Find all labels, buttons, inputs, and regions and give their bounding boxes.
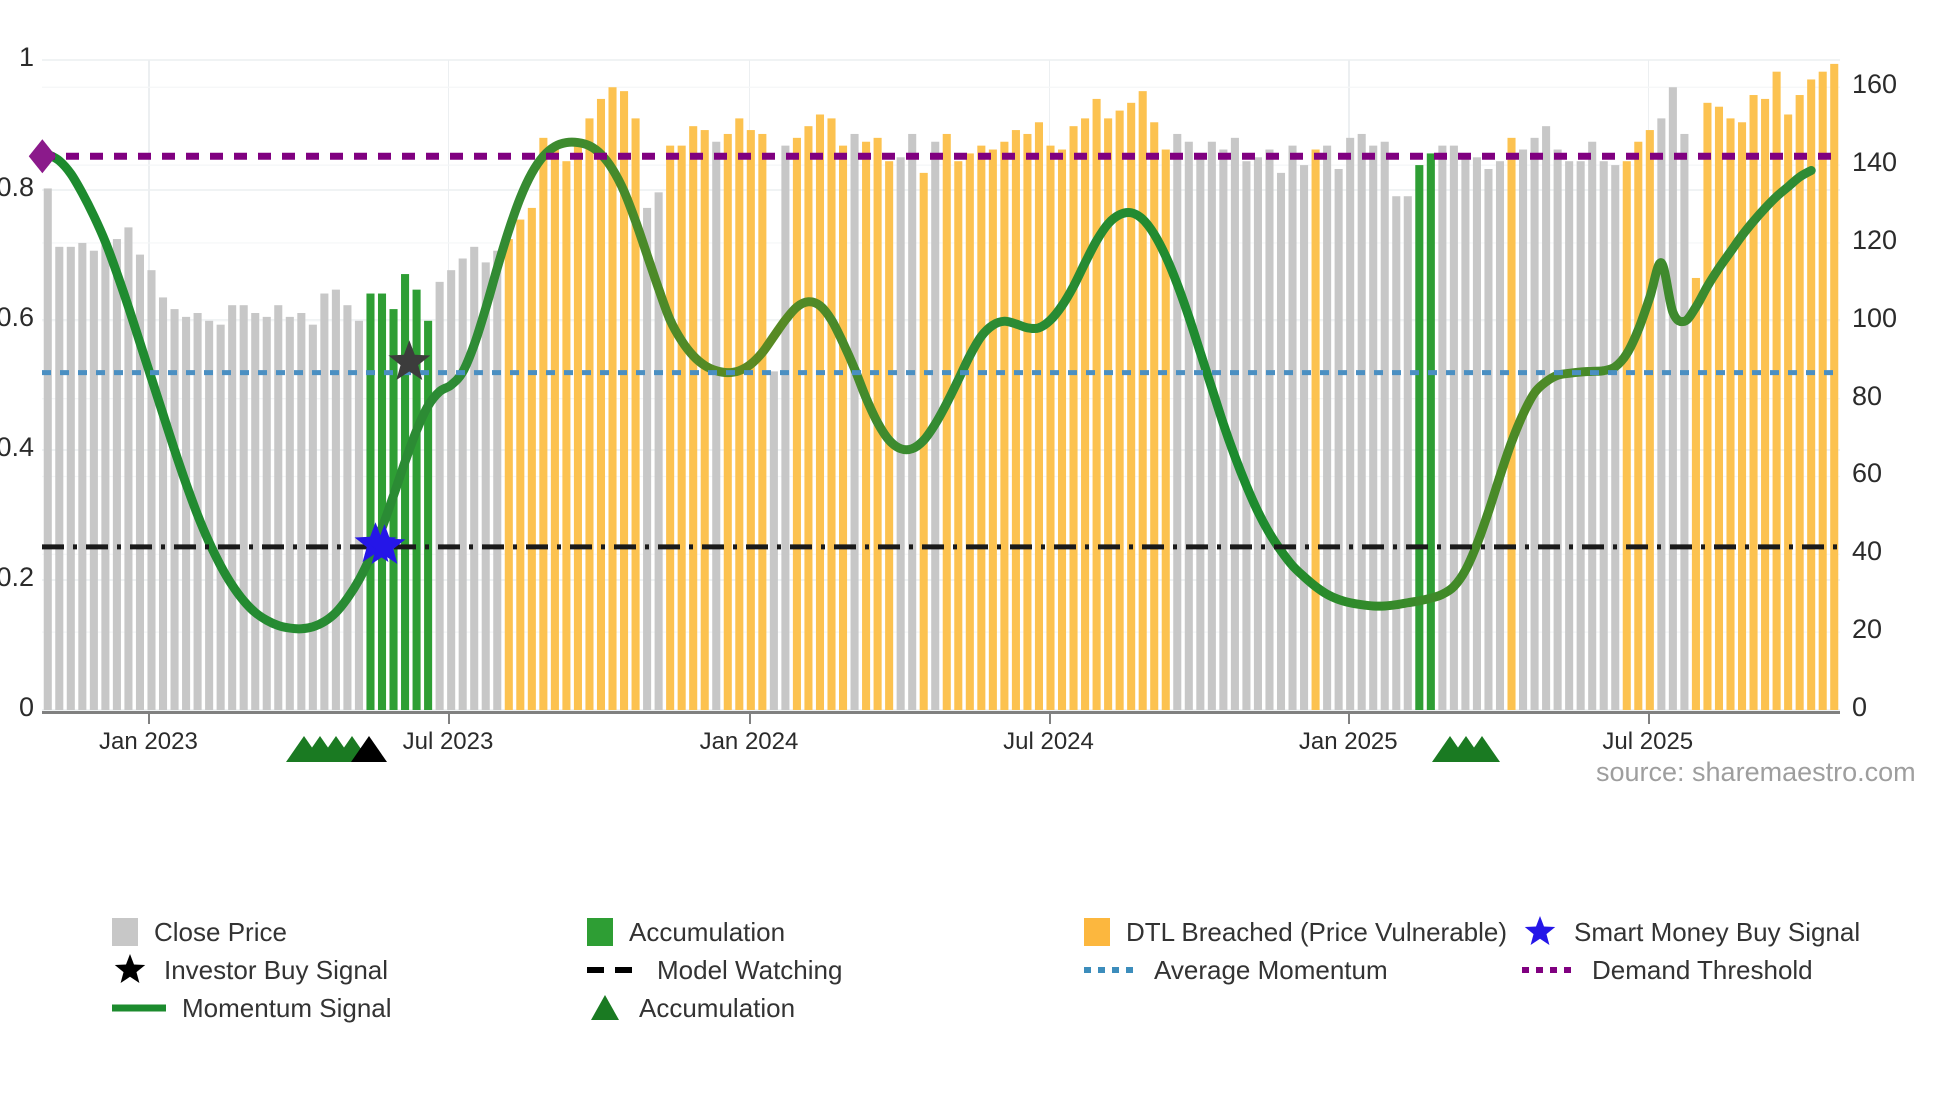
plot-area — [28, 59, 1840, 711]
legend-item-label: Accumulation — [629, 916, 786, 947]
signal-markers-layer — [28, 139, 431, 564]
left-axis-tick-label: 1 — [18, 42, 34, 72]
smart-money-buy-signal-star-icon — [363, 524, 406, 564]
legend-item-label: Momentum Signal — [182, 992, 392, 1023]
legend-item-label: Close Price — [154, 916, 287, 947]
momentum-lines-layer — [42, 137, 1840, 634]
legend-item-label: Smart Money Buy Signal — [1574, 916, 1861, 947]
x-axis-tick-mark — [447, 711, 450, 724]
x-axis-tick-mark — [148, 711, 151, 724]
legend-item[interactable]: DTL Breached (Price Vulnerable) — [1082, 915, 1507, 949]
x-axis-tick-label: Jul 2024 — [1003, 728, 1094, 755]
legend-item[interactable]: Smart Money Buy Signal — [1520, 915, 1860, 949]
x-axis-tick-label: Jan 2025 — [1298, 728, 1398, 755]
right-axis-tick-label: 80 — [1852, 380, 1883, 411]
star-icon — [1524, 916, 1556, 945]
legend-item[interactable]: Demand Threshold — [1520, 953, 1813, 987]
x-axis-tick-label: Jul 2025 — [1602, 728, 1694, 755]
chart-legend: Close Price Investor Buy Signal Momentum S… — [0, 915, 1960, 1055]
legend-item-label: Demand Threshold — [1592, 954, 1813, 985]
legend-item[interactable]: Average Momentum — [1082, 953, 1388, 987]
right-axis-tick-label: 40 — [1852, 536, 1883, 567]
dotted-line-icon — [1522, 967, 1576, 973]
solid-line-icon — [112, 1004, 166, 1012]
x-axis-tick-mark — [748, 711, 751, 724]
right-axis-tick-label: 60 — [1852, 458, 1883, 489]
star-icon — [114, 954, 146, 983]
square-swatch-icon — [1084, 918, 1110, 946]
legend-item[interactable]: Accumulation — [585, 991, 795, 1025]
legend-item[interactable]: Model Watching — [585, 953, 842, 987]
legend-item-label: Model Watching — [657, 954, 843, 985]
right-axis-tick-label: 120 — [1852, 224, 1898, 255]
legend-item[interactable]: Momentum Signal — [110, 991, 392, 1025]
right-axis-tick-label: 20 — [1852, 614, 1883, 645]
x-axis-tick-mark — [1348, 711, 1351, 724]
x-axis-line — [42, 711, 1840, 714]
dotted-line-icon — [1084, 967, 1138, 973]
demand-threshold-diamond-icon — [28, 139, 56, 174]
x-axis-tick-mark — [1048, 711, 1051, 724]
accumulation-triangle-icon — [1464, 736, 1501, 762]
horizontal-gridlines — [42, 59, 1840, 711]
x-axis-tick-label: Jul 2023 — [402, 728, 494, 755]
investor-buy-signal-star-icon — [388, 340, 431, 381]
square-swatch-icon — [112, 918, 138, 946]
legend-item-label: Average Momentum — [1154, 954, 1388, 985]
square-swatch-icon — [587, 918, 613, 946]
left-axis-tick-label: 0.8 — [0, 172, 34, 202]
left-axis-tick-label: 0.4 — [0, 432, 34, 462]
source-attribution: source: sharemaestro.com — [1596, 757, 1916, 787]
legend-item-label: Accumulation — [639, 992, 796, 1023]
legend-item[interactable]: Investor Buy Signal — [110, 953, 388, 987]
legend-item-label: Investor Buy Signal — [164, 954, 389, 985]
legend-item-label: DTL Breached (Price Vulnerable) — [1126, 916, 1508, 947]
left-axis-tick-label: 0.2 — [0, 562, 34, 592]
legend-item[interactable]: Close Price — [110, 915, 287, 949]
right-axis-tick-label: 140 — [1852, 147, 1898, 178]
legend-item[interactable]: Accumulation — [585, 915, 785, 949]
dashed-line-icon — [587, 967, 641, 973]
x-axis-tick-label: Jan 2023 — [99, 728, 198, 755]
triangle-up-icon — [591, 995, 619, 1020]
x-axis-tick-mark — [1647, 711, 1650, 724]
left-axis-tick-label: 0.6 — [0, 302, 34, 332]
accumulation-triangle-icon — [351, 736, 388, 762]
price-bars-layer — [43, 63, 1839, 711]
right-axis-tick-label: 160 — [1852, 69, 1898, 100]
right-axis-tick-label: 100 — [1852, 302, 1898, 333]
right-axis-tick-label: 0 — [1852, 692, 1868, 722]
left-axis-tick-label: 0 — [18, 692, 34, 722]
x-axis-tick-label: Jan 2024 — [699, 728, 799, 755]
